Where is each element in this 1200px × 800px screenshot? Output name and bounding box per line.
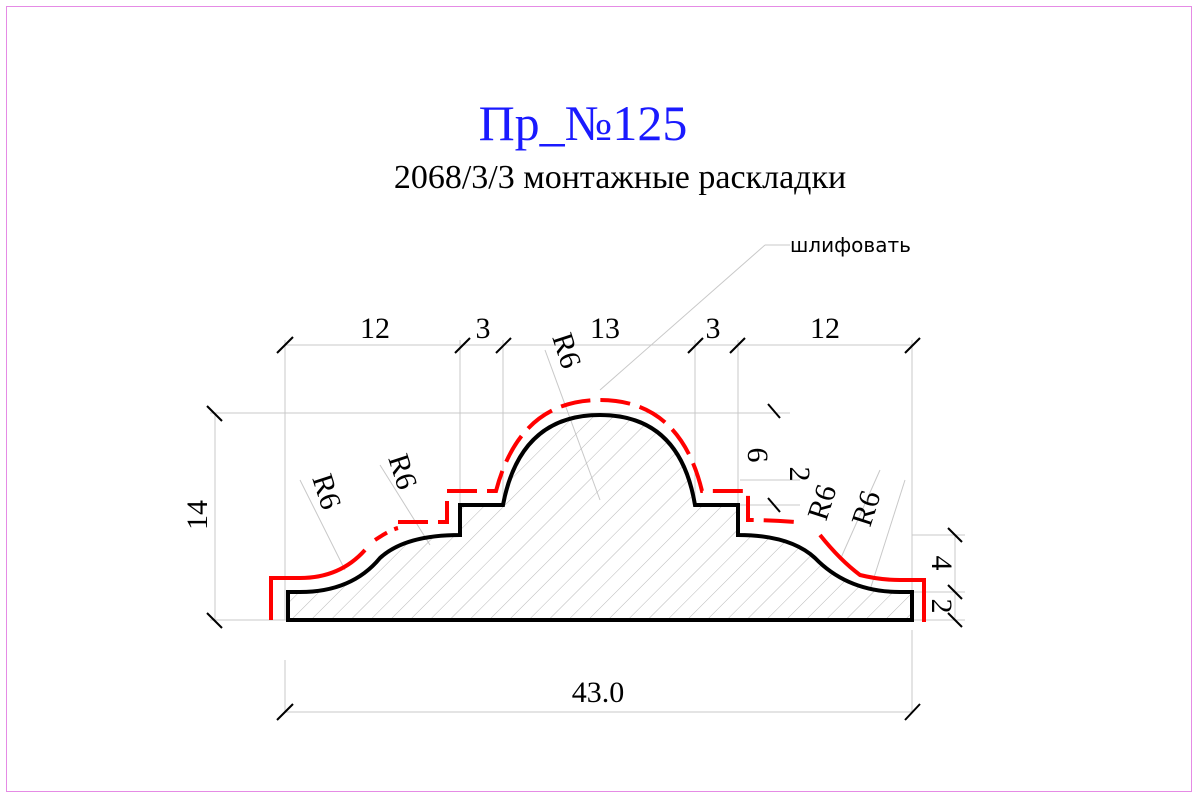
radius-label-3: R6: [545, 329, 587, 372]
radius-label-2: R6: [381, 450, 423, 493]
radius-label-4: R6: [801, 481, 843, 524]
drawing-frame: [6, 6, 1192, 792]
sanding-outline: [269, 397, 926, 622]
dim-top-5: 12: [810, 312, 840, 345]
dim-top-4: 3: [706, 312, 721, 345]
dim-top-3: 13: [590, 312, 620, 345]
dim-top-1: 12: [360, 312, 390, 345]
dim-height: 14: [181, 500, 214, 530]
dim-right-4: 2: [925, 599, 958, 614]
title: Пр_№125: [479, 95, 688, 151]
dim-width: 43.0: [572, 676, 625, 709]
dim-right-1: 6: [741, 448, 774, 463]
radius-label-5: R6: [845, 487, 887, 530]
dim-right-2: 2: [783, 467, 816, 482]
profile-outline: [286, 412, 914, 622]
dimension-ticks: [206, 336, 963, 721]
dim-right-3: 4: [925, 556, 958, 571]
sanding-note: шлифовать: [790, 233, 911, 257]
subtitle: 2068/3/3 монтажные раскладки: [394, 159, 846, 196]
dim-top-2: 3: [476, 312, 491, 345]
radius-label-1: R6: [305, 470, 347, 513]
